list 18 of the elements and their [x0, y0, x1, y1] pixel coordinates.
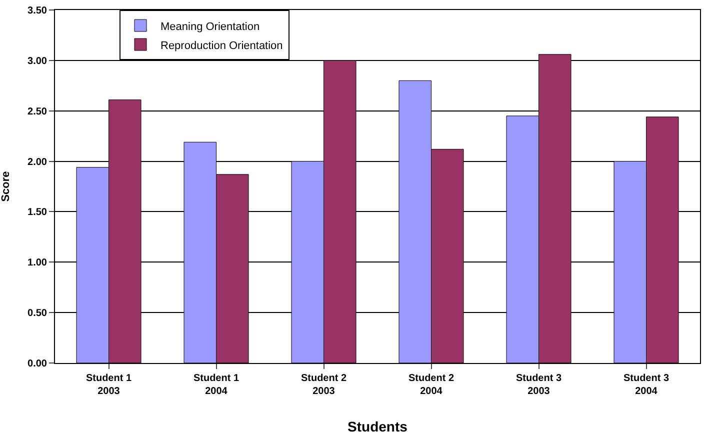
- x-tick-label: Student 3 2003: [516, 373, 562, 397]
- y-tick-label: 2.50: [28, 106, 48, 118]
- y-tick-label: 2.00: [28, 156, 48, 168]
- x-tick-label: Student 1 2003: [86, 373, 132, 397]
- x-tick-label: Student 1 2004: [193, 373, 240, 397]
- y-axis-title: Score: [0, 171, 12, 202]
- y-tick-label: 0.00: [28, 358, 48, 370]
- legend-label: Reproduction Orientation: [160, 40, 283, 52]
- y-tick-label: 0.50: [28, 308, 48, 320]
- x-tick-label: Student 2 2003: [300, 373, 347, 397]
- y-tick-label: 1.50: [28, 207, 48, 218]
- x-tick-label: Student 3 2004: [623, 373, 670, 397]
- legend-label: Meaning Orientation: [160, 20, 260, 33]
- y-tick-label: 1.00: [28, 258, 48, 269]
- x-axis-title: Students: [348, 418, 408, 434]
- y-tick-label: 3.50: [28, 6, 48, 16]
- y-tick-label: 3.00: [28, 56, 48, 67]
- x-tick-label: Student 2 2004: [408, 373, 454, 397]
